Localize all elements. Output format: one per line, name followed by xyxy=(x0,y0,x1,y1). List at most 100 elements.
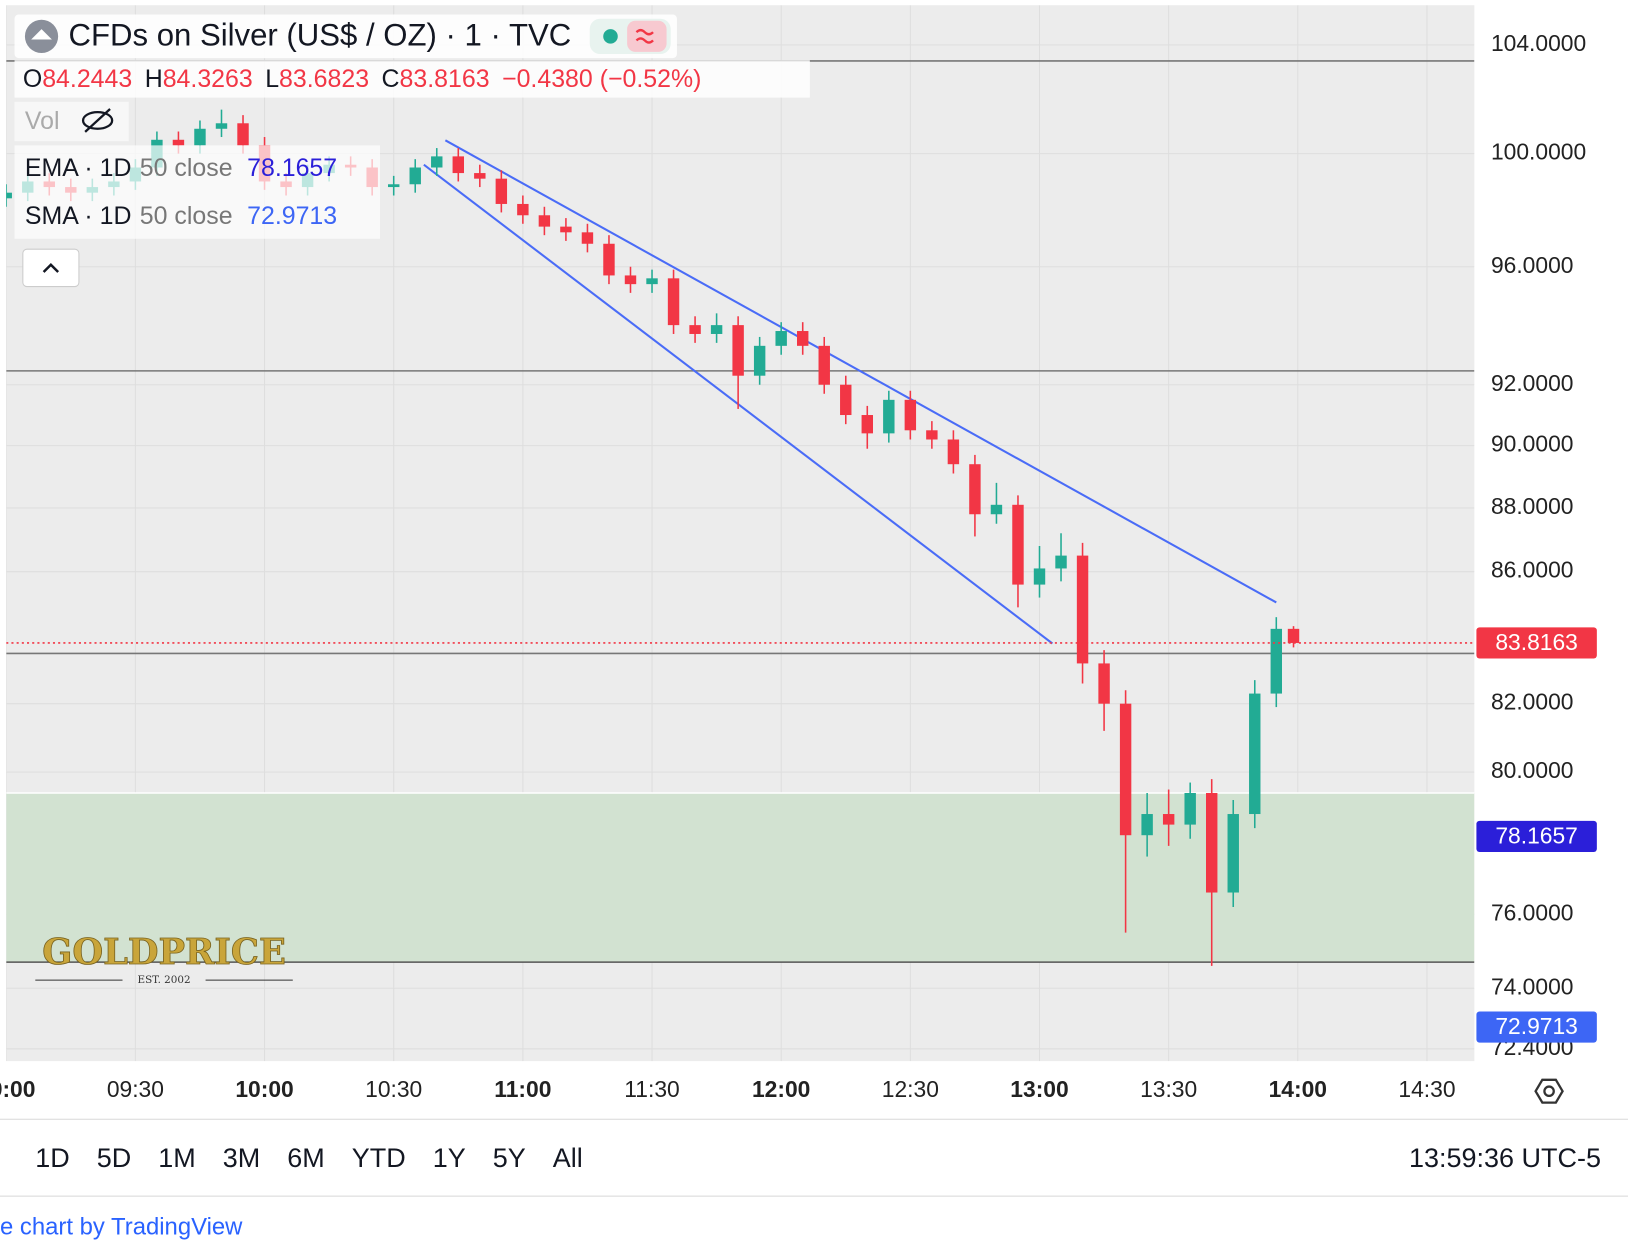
candle xyxy=(1287,626,1300,648)
candle-body xyxy=(1270,628,1283,694)
indicator-box xyxy=(14,145,381,239)
price-tag-label: 78.1657 xyxy=(1495,823,1578,849)
price-tag xyxy=(1476,1011,1597,1043)
indicator-params: 50 close xyxy=(140,202,233,230)
candle-body xyxy=(840,384,852,416)
y-tick-label: 92.0000 xyxy=(1491,370,1574,396)
price-tag xyxy=(1476,820,1597,853)
candle xyxy=(1206,779,1218,966)
collapse-button-box xyxy=(22,248,80,288)
candle xyxy=(689,316,701,343)
range-button[interactable]: 5Y xyxy=(493,1143,526,1173)
status-pill-alt xyxy=(627,20,667,52)
candle xyxy=(495,170,508,213)
candle-body xyxy=(710,325,723,334)
candle-body xyxy=(753,345,766,376)
indicator-value: 78.1657 xyxy=(247,154,337,182)
candle-body xyxy=(969,464,981,515)
range-button[interactable]: 5D xyxy=(97,1143,132,1173)
ohlc-change: −0.4380 (−0.52%) xyxy=(502,65,701,93)
indicator-value: 72.9713 xyxy=(247,202,337,230)
candle xyxy=(753,336,766,385)
candle xyxy=(1076,542,1089,684)
y-tick-label: 88.0000 xyxy=(1491,493,1574,519)
candle-body xyxy=(215,123,228,129)
collapse-button[interactable] xyxy=(22,248,80,288)
candle-body xyxy=(409,167,421,185)
y-tick-label: 104.0000 xyxy=(1491,30,1586,56)
x-tick-label: 13:30 xyxy=(1140,1076,1197,1102)
ohlc-key: H xyxy=(145,65,163,93)
ohlc-key: C xyxy=(382,65,400,93)
candle xyxy=(904,390,917,440)
candle-body xyxy=(818,345,830,385)
candle xyxy=(474,164,486,188)
candle xyxy=(581,223,594,253)
y-tick-label: 100.0000 xyxy=(1491,139,1586,165)
candle xyxy=(990,482,1003,524)
range-button[interactable]: 1M xyxy=(158,1143,196,1173)
candle-body xyxy=(603,243,615,276)
x-tick-label: 09:30 xyxy=(107,1076,164,1102)
range-button[interactable]: 1Y xyxy=(433,1143,466,1173)
ohlc-value: 83.6823 xyxy=(279,65,369,93)
clock: 13:59:36 UTC-5 xyxy=(1409,1143,1601,1173)
y-tick-label: 76.0000 xyxy=(1491,899,1574,925)
candle xyxy=(818,336,830,394)
candle-body xyxy=(1249,693,1261,815)
candle xyxy=(538,206,551,236)
x-tick-label: 09:00 xyxy=(0,1076,35,1102)
status-dot xyxy=(603,29,618,44)
candle-body xyxy=(796,331,809,346)
range-button[interactable]: 6M xyxy=(287,1143,325,1173)
watermark-tagline: EST. 2002 xyxy=(138,974,191,986)
candle-body xyxy=(1012,504,1024,585)
y-tick-label: 80.0000 xyxy=(1491,757,1574,783)
range-button[interactable]: 1D xyxy=(35,1143,69,1173)
candle-body xyxy=(237,123,249,146)
settings-icon[interactable] xyxy=(1534,1078,1564,1104)
ohlc-key: O xyxy=(23,65,42,93)
y-tick-label: 96.0000 xyxy=(1491,252,1574,278)
ohlc-key: L xyxy=(265,65,279,93)
range-button[interactable]: 3M xyxy=(223,1143,261,1173)
indicator-name: EMA · 1D xyxy=(25,154,132,182)
candle-body xyxy=(474,173,486,179)
y-tick-label: 90.0000 xyxy=(1491,431,1574,457)
candle-body xyxy=(1033,568,1046,585)
candle xyxy=(431,148,443,176)
candle xyxy=(624,266,637,293)
candle xyxy=(1227,799,1239,908)
candle-body xyxy=(172,139,185,146)
candle xyxy=(796,322,809,355)
candle xyxy=(1033,546,1046,598)
ohlc-row: O84.2443 H84.3263 L83.6823 C83.8163 −0.4380 … xyxy=(23,65,702,93)
candle-body xyxy=(689,325,701,334)
candle xyxy=(215,109,228,138)
candle xyxy=(926,421,938,449)
indicator-row: SMA · 1D 50 close 72.9713 xyxy=(25,202,337,230)
hide-volume-icon[interactable] xyxy=(81,108,114,133)
candle-body xyxy=(624,275,637,285)
candle xyxy=(840,375,852,425)
candle xyxy=(1055,533,1067,582)
legend: CFDs on Silver (US$ / OZ) · 1 · TVC O84.2… xyxy=(14,14,810,288)
candle-body xyxy=(452,156,464,174)
candle-body xyxy=(1055,555,1067,569)
footer-credit[interactable]: e chart by TradingView xyxy=(0,1214,243,1241)
candle-body xyxy=(538,215,551,227)
candle xyxy=(1270,617,1283,708)
symbol-icon-glyph xyxy=(31,29,52,40)
candle xyxy=(603,235,615,285)
eye-slash xyxy=(84,108,111,133)
trend-line xyxy=(444,139,1277,604)
x-tick-label: 14:30 xyxy=(1398,1076,1455,1102)
candle xyxy=(1012,495,1024,608)
range-button[interactable]: YTD xyxy=(352,1143,406,1173)
volume-label: Vol xyxy=(25,107,60,135)
candle xyxy=(667,269,680,334)
candle xyxy=(517,195,529,224)
range-button[interactable]: All xyxy=(553,1143,583,1173)
